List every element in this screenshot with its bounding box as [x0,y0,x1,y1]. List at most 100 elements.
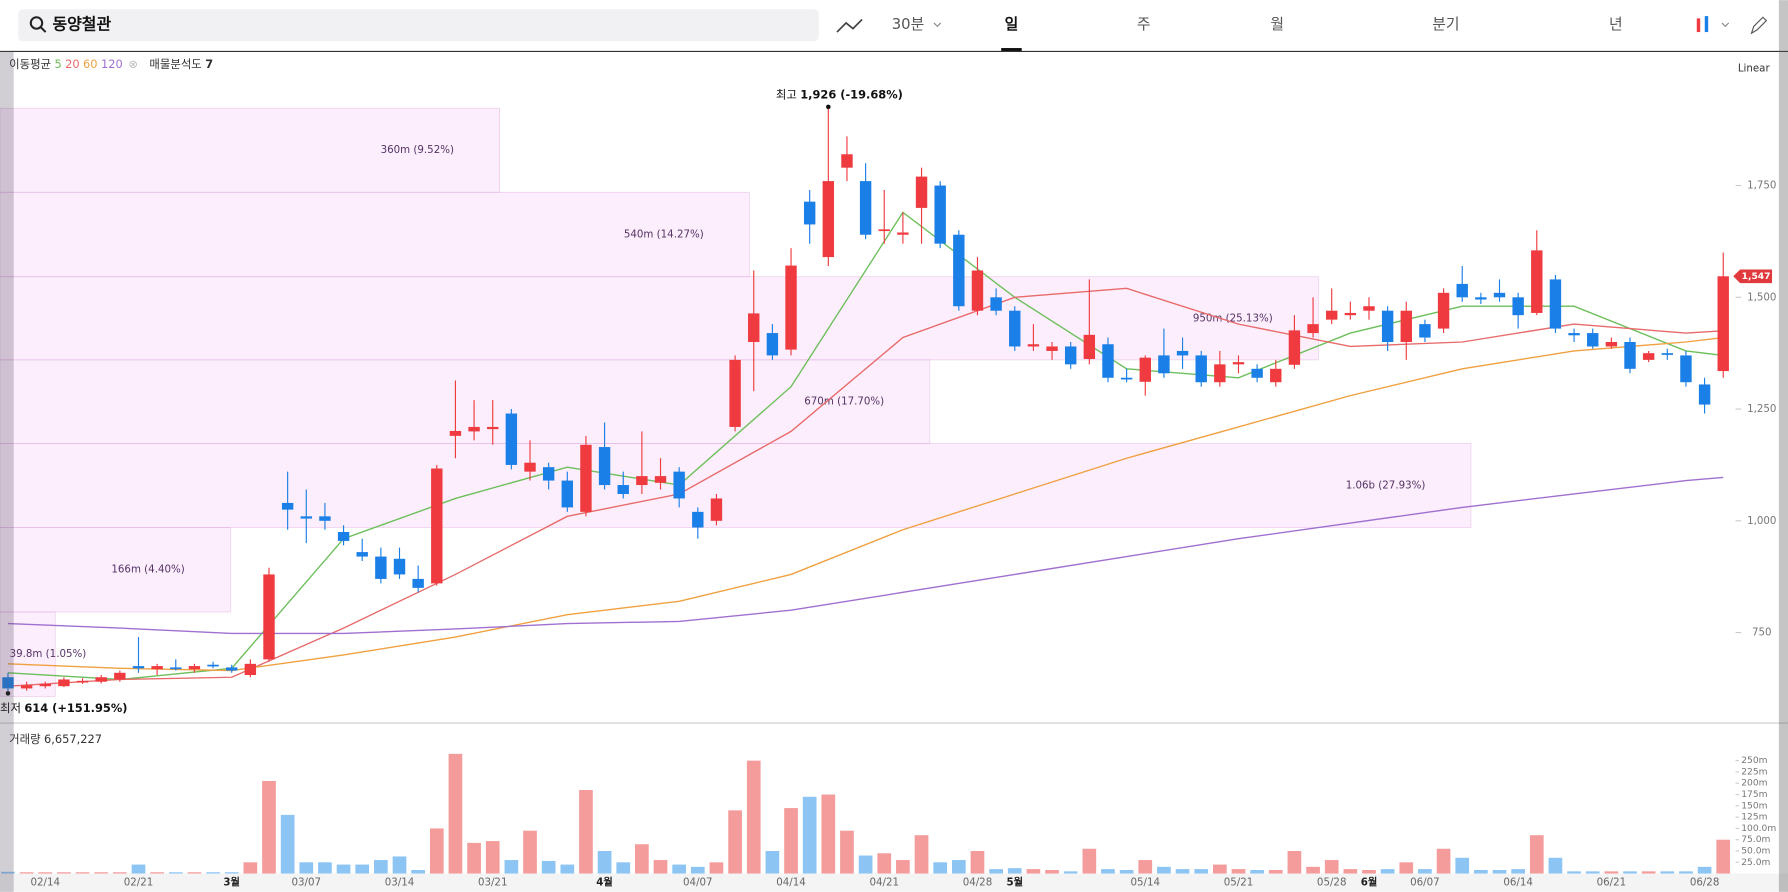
candle-body [1102,344,1114,378]
candle-body [1064,346,1077,365]
x-tick-label: 04/14 [776,877,806,889]
volume-bar [802,796,817,874]
volume-bar [970,851,985,874]
volume-profile-band [0,527,231,613]
interval[interactable]: 30분 [892,16,924,33]
volume-bar [1567,871,1581,874]
candle-body [915,176,928,208]
volume-bar [523,830,537,874]
volume-bar [299,862,314,874]
candle-body [1531,250,1543,313]
volume-bar [243,862,258,874]
volume-bar [1697,866,1712,874]
volume-bar [467,842,481,874]
scale-mode[interactable]: Linear [1738,63,1771,75]
volume-tick-label: 125m [1741,813,1767,823]
candle-body [132,666,145,669]
candle-body [337,531,350,541]
volume-bar [94,872,109,874]
chart-type-icon[interactable] [1704,16,1709,33]
volume-bar [504,860,519,874]
volume-bar [765,851,780,874]
candle-body [524,462,536,472]
volume-bar [336,864,351,874]
volume-bar [75,872,90,874]
extreme-marker [826,104,831,110]
search-text[interactable]: 동양철관 [52,15,111,34]
volume-bar [57,872,71,874]
volume-bar [821,794,836,874]
ma-legend: 이동평균 5 20 60 120 ⊗ 매물분석도 7 [9,56,213,70]
volume-bar [1418,869,1432,874]
chart-type-icon[interactable] [1696,18,1701,33]
volume-tick-label: 250m [1741,756,1767,766]
volume-bar [1324,860,1339,874]
volume-total: 6,657,227 [44,732,102,746]
candle-body [431,468,443,584]
candle-body [1475,297,1487,300]
candle-body [1642,353,1655,360]
volume-bar [1101,869,1115,874]
volume-bar [1529,835,1544,874]
search-box[interactable] [18,9,819,42]
candle-body [542,467,555,481]
period-tab[interactable]: 분기 [1432,16,1459,33]
candle-body [692,511,704,528]
candle-body [1624,342,1636,369]
period-tab[interactable]: 일 [1005,16,1019,33]
profile-label: 670m (17.70%) [804,396,884,408]
profile-legend-count: 7 [205,56,213,70]
volume-bar [840,830,854,874]
volume-bar [1306,866,1320,874]
volume-bar [1175,869,1190,874]
candle-body [971,270,984,311]
volume-tick-label: 100.0m [1741,824,1776,834]
volume-bar [635,844,649,874]
candle-body [263,574,275,660]
volume-bar [1455,857,1470,874]
candle-body [356,552,368,557]
candle-body [1568,333,1580,336]
candle-body [20,685,33,689]
period-tab[interactable]: 월 [1270,16,1284,33]
candle-body [281,502,294,510]
candle-body [188,666,201,670]
period-tab[interactable]: 년 [1609,16,1623,33]
volume-bar [1,871,15,874]
volume-bar [168,872,183,874]
candle-body [1176,350,1189,356]
candle-body [617,485,629,494]
tab-underline [1001,48,1022,52]
volume-bar [877,853,892,874]
x-tick-label: 06/28 [1690,877,1720,889]
volume-bar [1119,869,1134,874]
volume-bar [672,864,687,874]
candle-body [1419,324,1431,338]
volume-bar [1679,871,1693,874]
indicator-icon[interactable] [836,18,863,33]
volume-bar [746,760,761,874]
profile-label: 360m (9.52%) [381,144,454,156]
volume-bar [280,814,295,874]
candle-body [1158,355,1170,374]
edge-shade [1778,0,1788,892]
volume-bar [1436,848,1451,874]
period-tab[interactable]: 주 [1137,16,1151,33]
candle-body [1195,355,1207,383]
close-icon: ⊗ [128,56,138,70]
candle-body [766,333,779,356]
candle-body [748,313,760,343]
search-icon [29,16,44,30]
volume-bar [429,828,444,874]
volume-bar [448,753,463,874]
draw-icon[interactable] [1750,16,1768,35]
ma-legend-entry: 20 [65,56,79,70]
candle-body [1363,306,1375,311]
volume-bar [933,862,948,874]
volume-bar [989,869,1003,874]
candle-body [1456,283,1468,298]
volume-tick-label: 175m [1741,790,1767,800]
edge-shade [0,51,14,892]
volume-bar [616,862,631,874]
volume-bar [1380,869,1395,874]
